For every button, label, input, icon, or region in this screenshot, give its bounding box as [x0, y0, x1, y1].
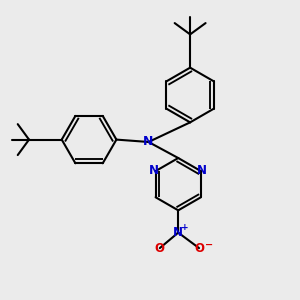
Text: O: O — [194, 242, 204, 255]
Text: N: N — [197, 164, 207, 177]
Text: −: − — [205, 240, 213, 250]
Text: +: + — [181, 223, 189, 232]
Text: N: N — [149, 164, 159, 177]
Text: N: N — [173, 226, 183, 239]
Text: N: N — [143, 136, 154, 148]
Text: O: O — [155, 242, 165, 255]
